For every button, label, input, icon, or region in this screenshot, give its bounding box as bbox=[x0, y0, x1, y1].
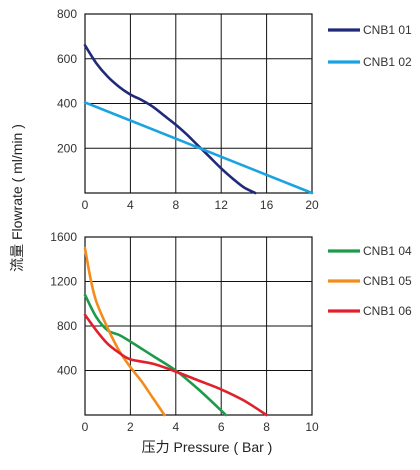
x-tick-label: 2 bbox=[127, 420, 134, 434]
legend-label-cnb101: CNB1 01 bbox=[363, 23, 412, 37]
chart-2: 0 2 4 6 8 10 400 800 1200 1600 CNB1 04 CNB1 05 CNB1 … bbox=[50, 230, 412, 434]
x-tick-label: 8 bbox=[172, 198, 179, 212]
charts-layer: 0 4 8 12 16 20 200 400 600 800 CNB1 01 CNB1 02 0 2 4 6 8… bbox=[50, 7, 412, 434]
legend-label-cnb106: CNB1 06 bbox=[363, 304, 412, 318]
x-axis-title: 压力 Pressure ( Bar ) bbox=[142, 439, 273, 455]
x-tick-label: 16 bbox=[260, 198, 274, 212]
y-tick-label: 400 bbox=[57, 97, 77, 111]
series-line-cnb104 bbox=[83, 293, 227, 417]
y-tick-label: 600 bbox=[57, 52, 77, 66]
x-tick-label: 0 bbox=[82, 198, 89, 212]
y-axis-title: 流量 Flowrate ( ml/min ) bbox=[9, 124, 25, 272]
legend-label-cnb104: CNB1 04 bbox=[363, 244, 412, 258]
x-tick-label: 6 bbox=[218, 420, 225, 434]
x-tick-label: 10 bbox=[305, 420, 319, 434]
series-line-cnb102 bbox=[83, 101, 314, 195]
y-tick-label: 400 bbox=[57, 364, 77, 378]
series-line-cnb101 bbox=[83, 44, 257, 195]
x-tick-label: 4 bbox=[172, 420, 179, 434]
y-tick-label: 1600 bbox=[50, 230, 77, 244]
y-tick-label: 200 bbox=[57, 141, 77, 155]
legend-label-cnb102: CNB1 02 bbox=[363, 55, 412, 69]
y-tick-label: 800 bbox=[57, 7, 77, 21]
y-tick-label: 800 bbox=[57, 319, 77, 333]
x-tick-label: 12 bbox=[215, 198, 229, 212]
x-tick-label: 4 bbox=[127, 198, 134, 212]
y-tick-label: 1200 bbox=[50, 275, 77, 289]
series-line-cnb105 bbox=[83, 246, 166, 417]
x-tick-label: 20 bbox=[305, 198, 319, 212]
series-line-cnb106 bbox=[83, 313, 268, 417]
x-tick-label: 0 bbox=[82, 420, 89, 434]
x-tick-label: 8 bbox=[263, 420, 270, 434]
chart-1: 0 4 8 12 16 20 200 400 600 800 CNB1 01 CNB1 02 bbox=[57, 7, 412, 212]
legend-label-cnb105: CNB1 05 bbox=[363, 274, 412, 288]
